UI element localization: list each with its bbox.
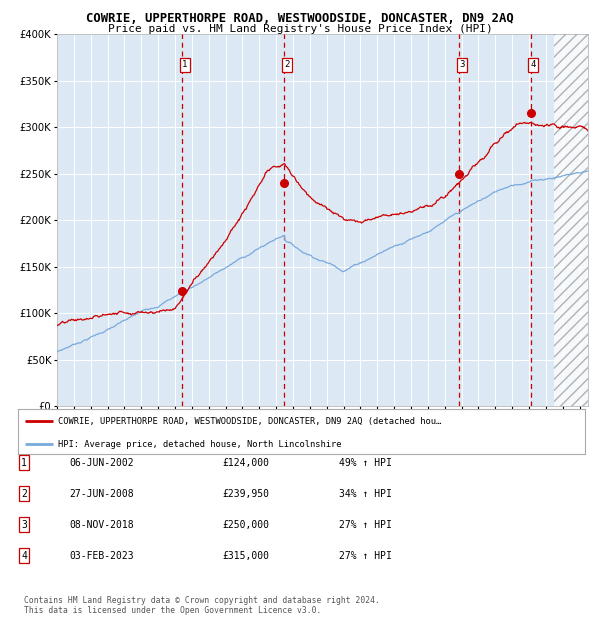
Text: £124,000: £124,000: [222, 458, 269, 467]
Text: 1: 1: [21, 458, 27, 467]
Text: COWRIE, UPPERTHORPE ROAD, WESTWOODSIDE, DONCASTER, DN9 2AQ: COWRIE, UPPERTHORPE ROAD, WESTWOODSIDE, …: [86, 12, 514, 25]
Text: 27-JUN-2008: 27-JUN-2008: [69, 489, 134, 498]
Text: 4: 4: [530, 60, 536, 69]
Text: 3: 3: [459, 60, 464, 69]
Text: This data is licensed under the Open Government Licence v3.0.: This data is licensed under the Open Gov…: [24, 606, 322, 615]
Text: 4: 4: [21, 551, 27, 560]
Bar: [554, 34, 588, 406]
Text: COWRIE, UPPERTHORPE ROAD, WESTWOODSIDE, DONCASTER, DN9 2AQ (detached hou…: COWRIE, UPPERTHORPE ROAD, WESTWOODSIDE, …: [58, 417, 441, 426]
Text: 2: 2: [284, 60, 290, 69]
Text: £239,950: £239,950: [222, 489, 269, 498]
Text: 27% ↑ HPI: 27% ↑ HPI: [339, 551, 392, 560]
Text: 08-NOV-2018: 08-NOV-2018: [69, 520, 134, 529]
Text: 2: 2: [21, 489, 27, 498]
Text: HPI: Average price, detached house, North Lincolnshire: HPI: Average price, detached house, Nort…: [58, 440, 341, 448]
Text: Price paid vs. HM Land Registry's House Price Index (HPI): Price paid vs. HM Land Registry's House …: [107, 24, 493, 33]
Text: 34% ↑ HPI: 34% ↑ HPI: [339, 489, 392, 498]
Text: 1: 1: [182, 60, 187, 69]
Text: £250,000: £250,000: [222, 520, 269, 529]
Text: Contains HM Land Registry data © Crown copyright and database right 2024.: Contains HM Land Registry data © Crown c…: [24, 596, 380, 605]
Text: 49% ↑ HPI: 49% ↑ HPI: [339, 458, 392, 467]
Text: 06-JUN-2002: 06-JUN-2002: [69, 458, 134, 467]
Text: 3: 3: [21, 520, 27, 529]
Text: £315,000: £315,000: [222, 551, 269, 560]
Text: 27% ↑ HPI: 27% ↑ HPI: [339, 520, 392, 529]
Text: 03-FEB-2023: 03-FEB-2023: [69, 551, 134, 560]
